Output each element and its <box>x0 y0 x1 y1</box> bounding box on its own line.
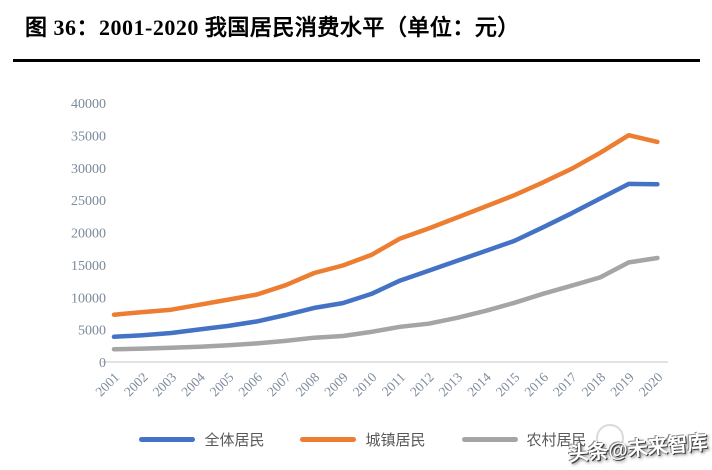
x-tick-label: 2014 <box>464 369 494 399</box>
series-line-rural <box>111 255 660 352</box>
legend-swatch-rural-icon <box>461 437 518 442</box>
x-tick-label: 2007 <box>264 369 294 399</box>
x-tick-label: 2012 <box>407 370 437 400</box>
x-tick-label: 2008 <box>293 369 323 399</box>
legend-swatch-urban-icon <box>300 437 357 442</box>
x-tick-label: 2010 <box>350 369 380 399</box>
x-tick-label: 2019 <box>607 369 637 399</box>
x-tick-label: 2013 <box>436 369 466 399</box>
x-tick-label: 2018 <box>579 369 609 399</box>
x-tick-label: 2001 <box>92 370 122 400</box>
x-tick-label: 2020 <box>636 369 666 399</box>
series-line-urban <box>111 132 660 317</box>
legend-label-urban: 城镇居民 <box>365 432 426 449</box>
series-line-overall <box>111 181 660 340</box>
y-tick-label: 30000 <box>71 162 106 177</box>
x-tick-label: 2016 <box>521 369 551 399</box>
x-tick-label: 2015 <box>493 369 523 399</box>
x-tick-label: 2009 <box>321 369 351 399</box>
x-tick-label: 2005 <box>207 369 237 399</box>
y-tick-label: 10000 <box>71 291 106 306</box>
watermark-logo-icon <box>596 424 624 452</box>
y-tick-label: 0 <box>99 356 106 371</box>
legend-item-rural: 农村居民 <box>461 429 587 450</box>
legend-item-urban: 城镇居民 <box>300 429 426 450</box>
legend-swatch-overall-icon <box>139 437 196 442</box>
x-tick-label: 2011 <box>379 370 408 399</box>
y-tick-label: 35000 <box>71 129 106 144</box>
title-divider <box>13 59 700 62</box>
x-tick-label: 2003 <box>150 369 180 399</box>
y-tick-label: 25000 <box>71 194 106 209</box>
y-tick-label: 20000 <box>71 227 106 242</box>
y-tick-label: 40000 <box>71 97 106 112</box>
x-tick-label: 2002 <box>121 370 151 400</box>
legend-item-overall: 全体居民 <box>139 429 264 450</box>
x-tick-label: 2004 <box>178 369 208 399</box>
y-tick-label: 15000 <box>71 259 106 274</box>
chart-legend: 全体居民 城镇居民 农村居民 <box>0 429 712 450</box>
legend-label-overall: 全体居民 <box>204 432 265 449</box>
x-tick-label: 2017 <box>550 369 580 399</box>
y-tick-label: 5000 <box>78 324 106 339</box>
legend-label-rural: 农村居民 <box>526 432 587 449</box>
chart-title: 图 36：2001-2020 我国居民消费水平（单位：元） <box>25 15 520 40</box>
x-tick-label: 2006 <box>235 369 265 399</box>
